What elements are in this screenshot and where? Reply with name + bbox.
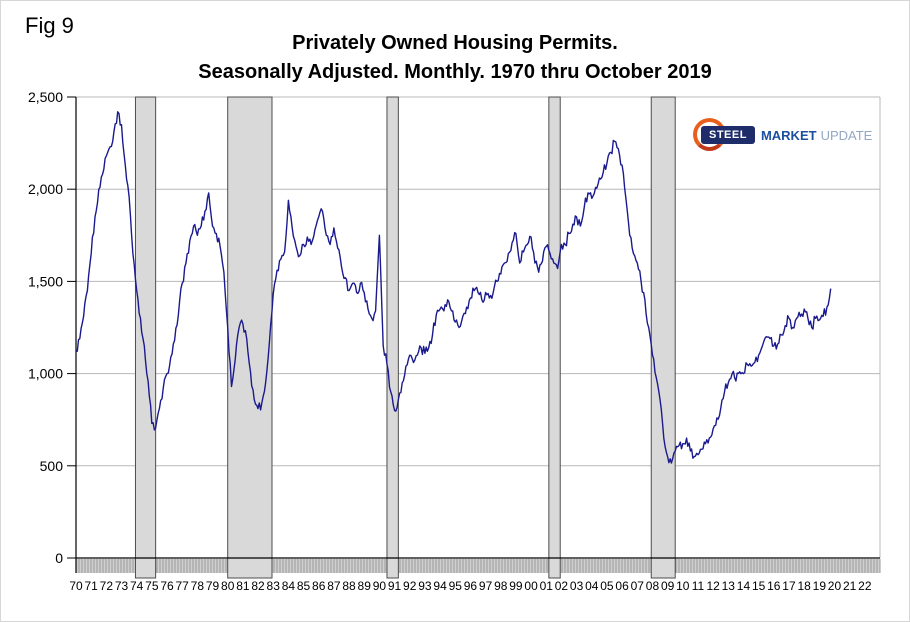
y-tick-label: 2,500 xyxy=(28,89,63,105)
figure-number: Fig 9 xyxy=(25,13,74,38)
x-tick-label: 09 xyxy=(661,579,675,593)
x-tick-label: 10 xyxy=(676,579,690,593)
x-tick-label: 86 xyxy=(312,579,326,593)
recession-band xyxy=(548,96,561,579)
x-tick-label: 85 xyxy=(297,579,311,593)
x-tick-label: 78 xyxy=(191,579,205,593)
x-tick-label: 84 xyxy=(282,579,296,593)
x-tick-label: 00 xyxy=(524,579,538,593)
x-tick-label: 99 xyxy=(509,579,523,593)
y-tick-label: 1,500 xyxy=(28,273,63,289)
x-tick-label: 21 xyxy=(843,579,857,593)
x-tick-label: 06 xyxy=(615,579,629,593)
x-tick-label: 90 xyxy=(373,579,387,593)
x-tick-label: 14 xyxy=(737,579,751,593)
x-tick-label: 17 xyxy=(782,579,796,593)
y-tick-label: 1,000 xyxy=(28,366,63,382)
x-tick-label: 15 xyxy=(752,579,766,593)
logo-steel-text: STEEL xyxy=(701,126,755,144)
x-tick-label: 77 xyxy=(176,579,190,593)
x-tick-label: 03 xyxy=(570,579,584,593)
x-tick-label: 98 xyxy=(494,579,508,593)
x-tick-label: 93 xyxy=(418,579,432,593)
x-tick-label: 89 xyxy=(358,579,372,593)
recession-band xyxy=(227,96,273,579)
x-tick-label: 71 xyxy=(84,579,98,593)
x-tick-label: 16 xyxy=(767,579,781,593)
x-tick-label: 01 xyxy=(540,579,554,593)
x-tick-label: 19 xyxy=(813,579,827,593)
x-tick-label: 96 xyxy=(464,579,478,593)
x-tick-label: 22 xyxy=(858,579,872,593)
x-tick-label: 74 xyxy=(130,579,144,593)
chart-title-line2: Seasonally Adjusted. Monthly. 1970 thru … xyxy=(198,61,712,83)
smu-logo: STEEL MARKET UPDATE xyxy=(693,118,873,151)
x-tick-label: 97 xyxy=(479,579,493,593)
x-tick-label: 82 xyxy=(251,579,265,593)
x-tick-label: 18 xyxy=(797,579,811,593)
x-tick-label: 95 xyxy=(449,579,463,593)
chart-title-line1: Privately Owned Housing Permits. xyxy=(292,32,618,54)
x-tick-label: 05 xyxy=(600,579,614,593)
y-tick-label: 2,000 xyxy=(28,181,63,197)
recession-band xyxy=(650,96,676,579)
recession-band xyxy=(386,96,399,579)
x-tick-label: 87 xyxy=(327,579,341,593)
x-tick-label: 79 xyxy=(206,579,220,593)
x-tick-label: 76 xyxy=(160,579,174,593)
x-tick-label: 20 xyxy=(828,579,842,593)
x-tick-label: 12 xyxy=(706,579,720,593)
x-tick-label: 08 xyxy=(646,579,660,593)
y-tick-label: 0 xyxy=(55,550,63,566)
x-tick-label: 11 xyxy=(692,579,705,593)
x-tick-label: 91 xyxy=(388,579,402,593)
x-tick-label: 70 xyxy=(69,579,83,593)
x-tick-label: 81 xyxy=(236,579,250,593)
permits-line xyxy=(75,111,832,464)
x-tick-label: 80 xyxy=(221,579,235,593)
x-tick-label: 88 xyxy=(342,579,356,593)
x-tick-label: 73 xyxy=(115,579,129,593)
x-tick-label: 75 xyxy=(145,579,159,593)
x-tick-label: 94 xyxy=(433,579,447,593)
x-tick-label: 92 xyxy=(403,579,417,593)
x-tick-label: 07 xyxy=(631,579,645,593)
x-tick-label: 83 xyxy=(267,579,281,593)
logo-update-text: UPDATE xyxy=(820,127,873,143)
x-tick-label: 72 xyxy=(100,579,114,593)
recession-band xyxy=(134,96,157,579)
x-tick-label: 04 xyxy=(585,579,599,593)
logo-market-text: MARKET xyxy=(760,127,817,143)
x-tick-label: 13 xyxy=(722,579,736,593)
y-tick-label: 500 xyxy=(40,458,64,474)
x-tick-label: 02 xyxy=(555,579,569,593)
chart-title: Privately Owned Housing Permits. Seasona… xyxy=(1,29,909,87)
